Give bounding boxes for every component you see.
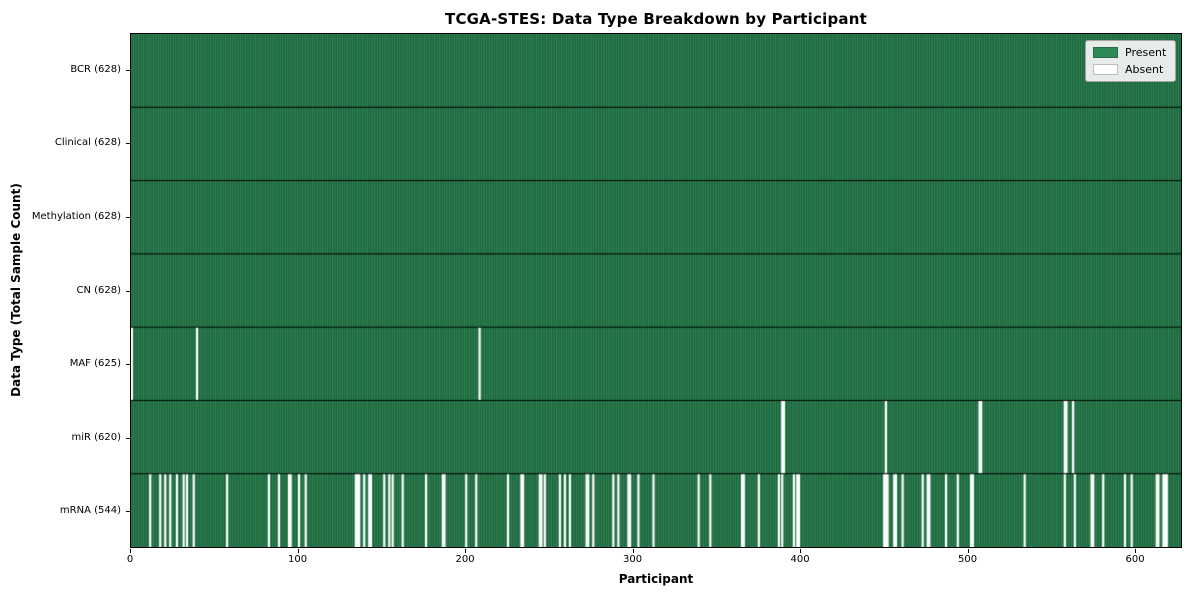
legend-swatch-absent: [1093, 64, 1118, 75]
y-tick-mark: [126, 511, 130, 513]
legend-item-absent: Absent: [1093, 63, 1166, 76]
legend-swatch-present: [1093, 47, 1118, 58]
chart-title: TCGA-STES: Data Type Breakdown by Partic…: [445, 10, 867, 28]
legend: Present Absent: [1085, 40, 1177, 82]
chart-canvas: [131, 34, 1181, 547]
y-tick-label-CN: CN (628): [76, 284, 121, 296]
legend-item-present: Present: [1093, 46, 1166, 59]
y-tick-label-BCR: BCR (628): [70, 63, 121, 75]
y-tick-label-Methylation: Methylation (628): [31, 210, 121, 222]
y-tick-label-miR: miR (620): [71, 431, 121, 443]
y-tick-label-MAF: MAF (625): [69, 358, 121, 370]
x-tick-mark: [632, 549, 634, 553]
legend-label: Present: [1125, 46, 1167, 59]
x-tick-label-300: 300: [623, 554, 643, 565]
y-tick-mark: [126, 69, 130, 71]
x-tick-label-600: 600: [1125, 554, 1145, 565]
y-tick-mark: [126, 216, 130, 218]
y-tick-mark: [126, 143, 130, 145]
x-tick-mark: [800, 549, 802, 553]
x-tick-label-400: 400: [790, 554, 810, 565]
y-tick-mark: [126, 290, 130, 292]
x-tick-label-200: 200: [455, 554, 475, 565]
y-tick-label-mRNA: mRNA (544): [59, 505, 121, 517]
x-tick-mark: [465, 549, 467, 553]
x-tick-label-100: 100: [287, 554, 308, 565]
x-tick-mark: [1135, 549, 1137, 553]
plot-area: [130, 33, 1182, 548]
x-axis-label: Participant: [618, 572, 694, 586]
x-tick-label-500: 500: [958, 554, 978, 565]
y-tick-label-Clinical: Clinical (628): [54, 137, 121, 149]
y-tick-mark: [126, 437, 130, 439]
x-tick-mark: [130, 549, 131, 553]
legend-label: Absent: [1125, 63, 1164, 76]
x-tick-mark: [297, 549, 299, 553]
y-tick-mark: [126, 364, 130, 366]
x-tick-mark: [967, 549, 969, 553]
x-tick-label-0: 0: [126, 554, 134, 565]
